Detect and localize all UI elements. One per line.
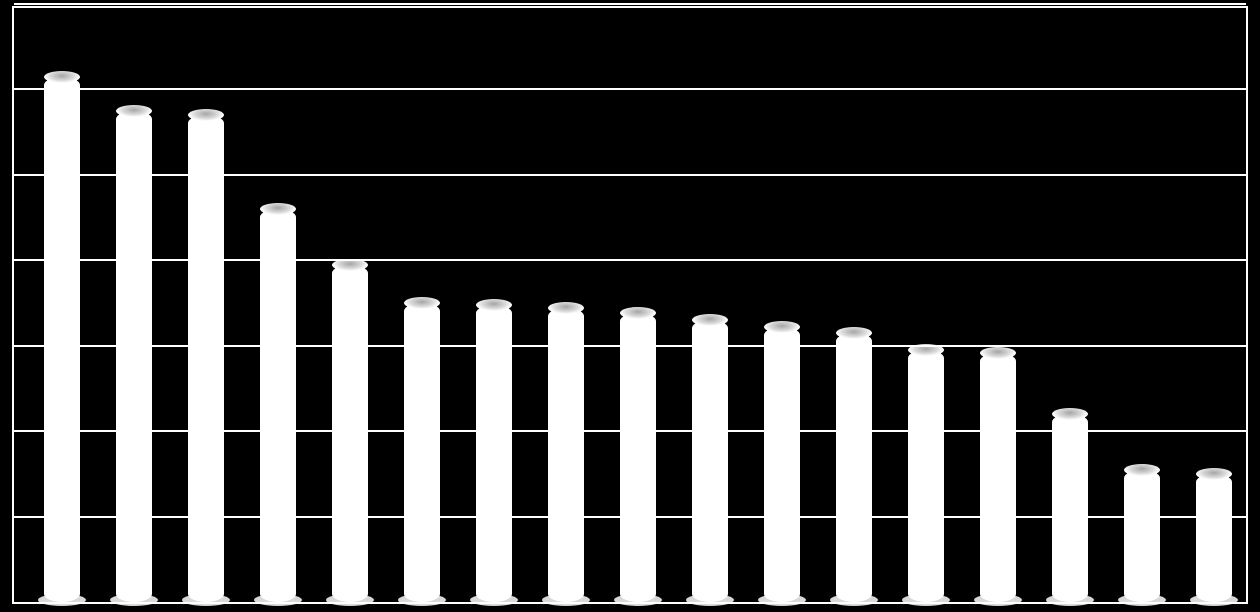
gridline [14,88,1246,90]
bar-body [332,265,368,602]
bar [548,308,584,602]
gridline [14,345,1246,347]
bar-body [1052,414,1088,602]
bar [1124,470,1160,602]
gridline [14,516,1246,518]
bar [1052,414,1088,602]
bar-body [116,111,152,602]
bar-body [1196,474,1232,602]
bar-top-shade [260,203,296,215]
bar [332,265,368,602]
bar [404,303,440,602]
bar-body [476,305,512,602]
bar [1196,474,1232,602]
gridline [14,430,1246,432]
bar [764,327,800,602]
bar-body [188,115,224,602]
bar-body [404,303,440,602]
bar-top-shade [692,314,728,326]
bar [116,111,152,602]
bar [188,115,224,602]
bar-top-shade [1124,464,1160,476]
bar-body [1124,470,1160,602]
bar-top-shade [44,71,80,83]
bar [44,77,80,602]
bar-top-shade [404,297,440,309]
bar-top-shade [116,105,152,117]
bar [836,333,872,602]
bar-top-shade [764,321,800,333]
bar-top-shade [188,109,224,121]
gridline [14,174,1246,176]
bar-body [836,333,872,602]
bars-layer [14,8,1246,602]
bar [692,320,728,602]
bar-body [260,209,296,602]
bar-top-shade [836,327,872,339]
bar-top-shade [476,299,512,311]
bar [260,209,296,602]
bar-body [908,350,944,602]
gridline [14,259,1246,261]
bar-body [980,353,1016,602]
bar [476,305,512,602]
bar-body [764,327,800,602]
cylinder-bar-chart [0,0,1260,612]
bar-top-shade [980,347,1016,359]
bar-body [620,313,656,602]
bar-body [44,77,80,602]
gridline [14,3,1246,5]
bar-top-shade [1052,408,1088,420]
bar [980,353,1016,602]
bar [908,350,944,602]
bar-body [692,320,728,602]
bar [620,313,656,602]
plot-area [12,6,1248,604]
bar-body [548,308,584,602]
bar-top-shade [1196,468,1232,480]
